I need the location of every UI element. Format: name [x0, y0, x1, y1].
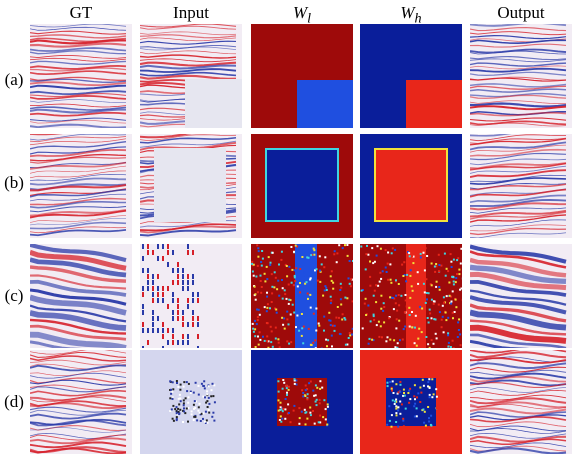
panel-b-output: [470, 134, 572, 238]
panel-image: [251, 350, 353, 454]
panel-image: [470, 134, 572, 238]
panel-image: [140, 24, 242, 128]
panel-image: [360, 244, 462, 348]
panel-c-gt: [30, 244, 132, 348]
panel-c-wh: [360, 244, 462, 348]
panel-d-gt: [30, 350, 132, 454]
panel-c-wl: [251, 244, 353, 348]
panel-image: [30, 134, 132, 238]
column-header-gt: GT: [69, 3, 93, 22]
panel-image: [251, 24, 353, 128]
row-label-a: (a): [4, 70, 24, 89]
panel-d-wl: [251, 350, 353, 454]
panel-image: [140, 134, 242, 238]
column-header-input: Input: [173, 3, 209, 22]
panel-d-wh: [360, 350, 462, 454]
panel-image: [470, 244, 572, 348]
panel-a-wh: [360, 24, 462, 128]
row-label-c: (c): [4, 286, 24, 305]
panel-a-wl: [251, 24, 353, 128]
panel-image: [30, 244, 132, 348]
column-header-wl: Wl: [292, 3, 312, 27]
panel-image: [470, 350, 572, 454]
panel-image: [251, 244, 353, 348]
panel-image: [360, 350, 462, 454]
panel-c-input: [140, 244, 242, 348]
panel-c-output: [470, 244, 572, 348]
panel-b-wl: [251, 134, 353, 238]
panel-b-wh: [360, 134, 462, 238]
panel-d-input: [140, 350, 242, 454]
panel-image: [470, 24, 572, 128]
panel-b-input: [140, 134, 242, 238]
panel-a-input: [140, 24, 242, 128]
panel-b-gt: [30, 134, 132, 238]
row-label-b: (b): [4, 173, 24, 192]
panel-image: [251, 134, 353, 238]
column-header-wh: Wh: [400, 3, 422, 27]
panel-image: [140, 244, 242, 348]
panel-a-output: [470, 24, 572, 128]
column-header-output: Output: [497, 3, 545, 22]
row-label-d: (d): [4, 392, 24, 411]
panel-a-gt: [30, 24, 132, 128]
panel-image: [140, 350, 242, 454]
panel-d-output: [470, 350, 572, 454]
panel-image: [360, 24, 462, 128]
panel-image: [360, 134, 462, 238]
panel-image: [30, 350, 132, 454]
panel-image: [30, 24, 132, 128]
